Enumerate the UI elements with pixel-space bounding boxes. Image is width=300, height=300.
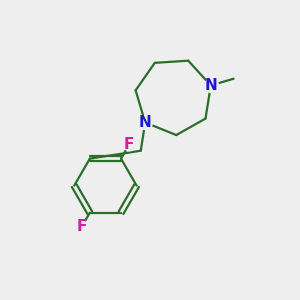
Text: N: N [139,115,152,130]
Text: N: N [204,78,217,93]
Text: F: F [76,219,87,234]
Text: F: F [124,137,134,152]
